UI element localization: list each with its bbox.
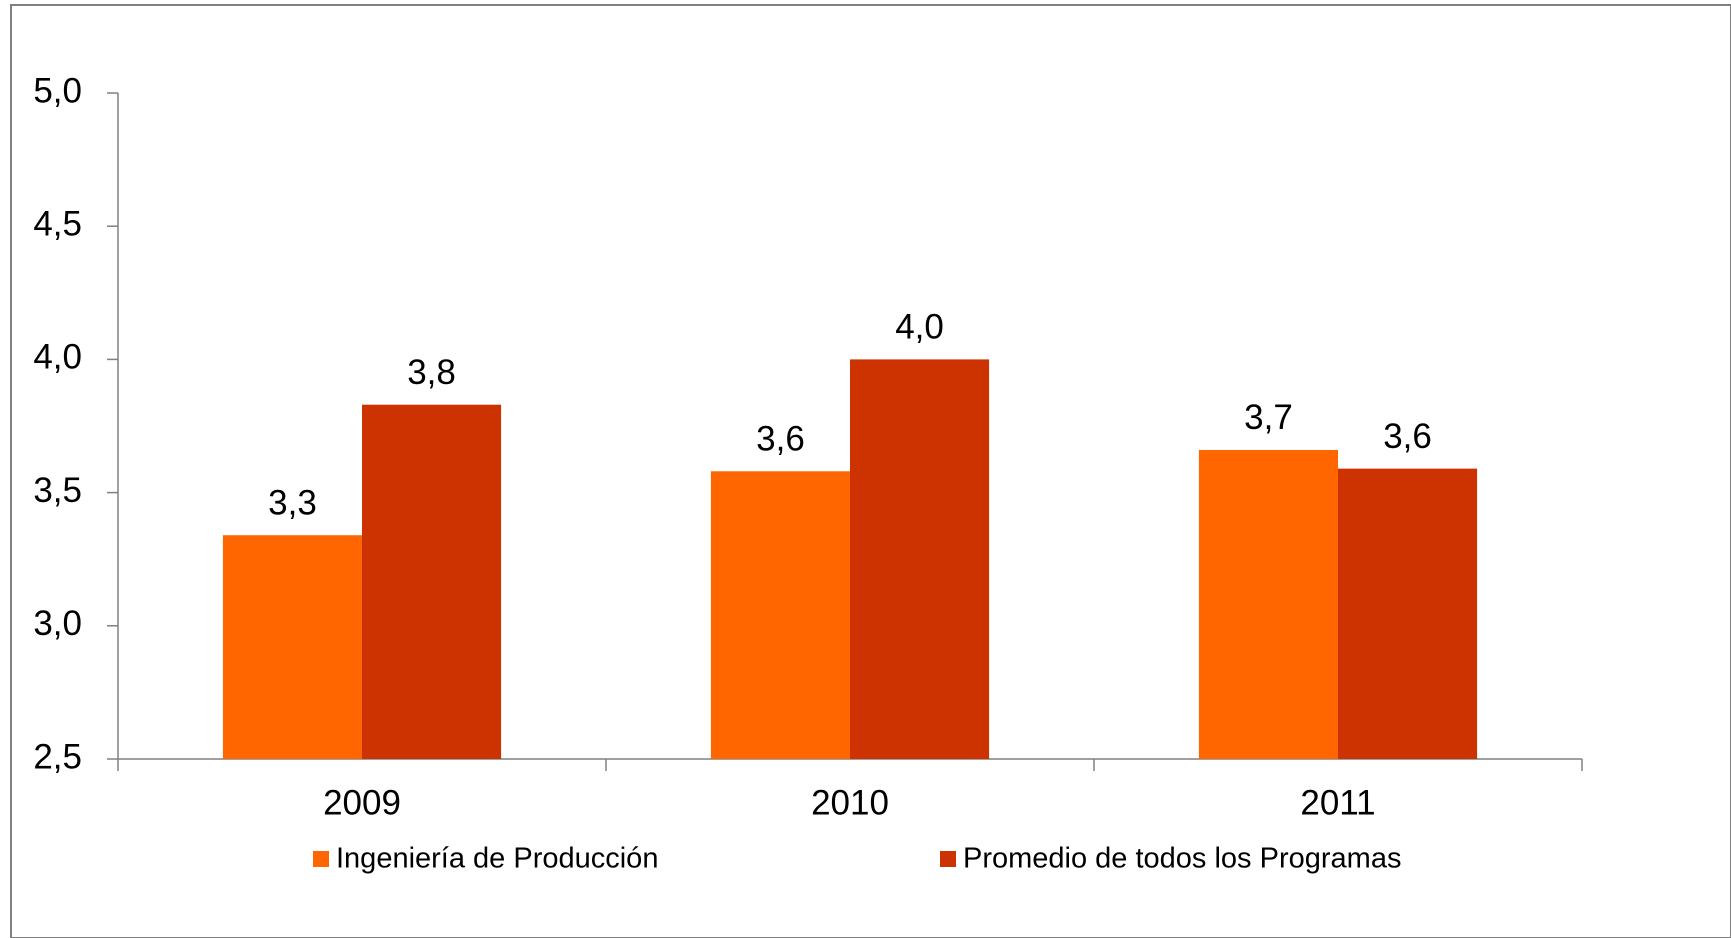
x-tick-label: 2009: [323, 783, 401, 822]
legend-swatch: [313, 851, 329, 867]
y-tick-label: 2,5: [33, 737, 82, 776]
bar: [710, 471, 850, 759]
y-tick-label: 3,0: [33, 604, 82, 643]
y-tick-label: 3,5: [33, 471, 82, 510]
x-tick-label: 2011: [1300, 783, 1375, 822]
x-tick-label: 2010: [811, 783, 889, 822]
legend-label: Promedio de todos los Programas: [963, 843, 1401, 875]
value-label: 3,8: [407, 353, 456, 392]
value-label: 3,6: [1383, 417, 1432, 456]
value-label: 3,7: [1244, 398, 1293, 437]
bar: [362, 404, 502, 759]
value-label: 4,0: [895, 308, 944, 347]
bar: [222, 535, 362, 759]
bar: [850, 359, 990, 759]
y-tick-label: 4,5: [33, 204, 82, 243]
y-tick-label: 4,0: [33, 338, 82, 377]
y-tick-label: 5,0: [33, 71, 82, 110]
legend-label: Ingeniería de Producción: [336, 843, 658, 875]
value-label: 3,3: [268, 483, 317, 522]
value-label: 3,6: [756, 420, 805, 459]
bar: [1198, 449, 1338, 759]
legend-swatch: [940, 851, 956, 867]
bar: [1338, 468, 1478, 759]
